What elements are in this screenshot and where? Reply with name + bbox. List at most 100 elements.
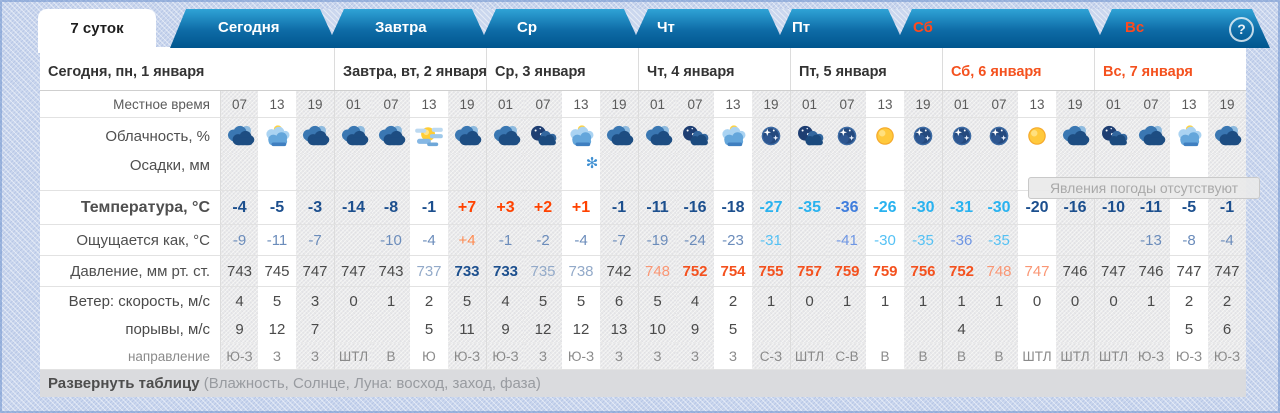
feels-like-cell: -4 bbox=[1208, 225, 1246, 255]
pressure-label: Давление, мм рт. ст. bbox=[40, 256, 220, 286]
wind-direction-cell: З bbox=[638, 343, 676, 369]
feels-like-cell bbox=[334, 225, 372, 255]
precipitation-cell bbox=[220, 154, 258, 190]
clouds-moon-icon bbox=[683, 125, 709, 146]
local-time-cell: 01 bbox=[486, 91, 524, 117]
feels-like-cell: -36 bbox=[942, 225, 980, 255]
feels-like-cell: -19 bbox=[638, 225, 676, 255]
wind-direction-cell: З bbox=[714, 343, 752, 369]
wind-speed-cell: 5 bbox=[258, 287, 296, 316]
forecast-table: Сегодня, пн, 1 января Завтра, вт, 2 январ… bbox=[40, 47, 1246, 370]
pressure-cell: 733 bbox=[448, 256, 486, 286]
local-time-cell: 19 bbox=[1208, 91, 1246, 117]
local-time-cell: 01 bbox=[1094, 91, 1132, 117]
cloudiness-cell bbox=[714, 118, 752, 154]
clouds-icon bbox=[227, 125, 254, 146]
precipitation-row: Осадки, мм ✻ bbox=[40, 154, 1246, 191]
pressure-cell: 735 bbox=[524, 256, 562, 286]
precipitation-label: Осадки, мм bbox=[40, 154, 220, 190]
moon-icon bbox=[952, 126, 971, 146]
pressure-cell: 747 bbox=[334, 256, 372, 286]
wind-direction-cell: З bbox=[600, 343, 638, 369]
precipitation-cell bbox=[258, 154, 296, 190]
date-header: Ср, 3 января bbox=[486, 47, 638, 90]
wind-speed-cell: 4 bbox=[676, 287, 714, 316]
tab-4[interactable]: Чт bbox=[657, 19, 675, 36]
wind-direction-cell: Ю-З bbox=[448, 343, 486, 369]
feels-like-cell: -2 bbox=[524, 225, 562, 255]
clouds-sun-icon bbox=[266, 125, 290, 147]
pressure-cell: 747 bbox=[1208, 256, 1246, 286]
wind-direction-cell: В bbox=[904, 343, 942, 369]
cloudiness-cell bbox=[258, 118, 296, 154]
wind-direction-cell: Ю-З bbox=[1208, 343, 1246, 369]
cloudiness-label: Облачность, % bbox=[40, 118, 220, 154]
tab-2[interactable]: Завтра bbox=[375, 19, 427, 36]
precipitation-cell bbox=[372, 154, 410, 190]
local-time-cell: 13 bbox=[258, 91, 296, 117]
wind-gusts-cell: 12 bbox=[524, 316, 562, 343]
wind-speed-cell: 2 bbox=[1208, 287, 1246, 316]
wind-direction-cell: Ю-З bbox=[220, 343, 258, 369]
wind-direction-cell: В bbox=[980, 343, 1018, 369]
moon-icon bbox=[913, 126, 933, 146]
wind-gusts-cell: 5 bbox=[714, 316, 752, 343]
feels-like-cell: -24 bbox=[676, 225, 714, 255]
tab-notch bbox=[1088, 9, 1112, 35]
temperature-cell: -11 bbox=[638, 191, 676, 224]
tab-notch bbox=[768, 9, 792, 35]
wind-gusts-cell bbox=[1094, 316, 1132, 343]
local-time-cell: 13 bbox=[562, 91, 600, 117]
wind-direction-label: направление bbox=[40, 343, 220, 369]
wind-gusts-cell: 9 bbox=[676, 316, 714, 343]
pressure-cell: 746 bbox=[1132, 256, 1170, 286]
cloudiness-cell bbox=[448, 118, 486, 154]
cloudiness-cell bbox=[866, 118, 904, 154]
tab-1[interactable]: Сегодня bbox=[218, 19, 280, 36]
feels-like-cell bbox=[1018, 225, 1056, 255]
tab-5[interactable]: Пт bbox=[792, 19, 811, 36]
precipitation-cell bbox=[334, 154, 372, 190]
feels-like-cell: -1 bbox=[486, 225, 524, 255]
expand-table-bar[interactable]: Развернуть таблицу (Влажность, Солнце, Л… bbox=[40, 370, 1246, 397]
feels-like-cell: -23 bbox=[714, 225, 752, 255]
feels-like-cell: -31 bbox=[752, 225, 790, 255]
precipitation-cell bbox=[790, 154, 828, 190]
pressure-cell: 747 bbox=[1170, 256, 1208, 286]
clouds-sun-icon bbox=[722, 125, 746, 147]
local-time-cell: 07 bbox=[372, 91, 410, 117]
precipitation-cell bbox=[486, 154, 524, 190]
local-time-cell: 19 bbox=[296, 91, 334, 117]
wind-speed-cell: 4 bbox=[220, 287, 258, 316]
precipitation-cell bbox=[866, 154, 904, 190]
help-button[interactable]: ? bbox=[1229, 17, 1254, 42]
wind-gusts-cell: 6 bbox=[1208, 316, 1246, 343]
wind-gusts-cell: 11 bbox=[448, 316, 486, 343]
local-time-cell: 07 bbox=[220, 91, 258, 117]
wind-direction-cell: С-В bbox=[828, 343, 866, 369]
feels-like-cell: -4 bbox=[562, 225, 600, 255]
wind-speed-cell: 1 bbox=[866, 287, 904, 316]
cloudiness-cell bbox=[1208, 118, 1246, 154]
cloudiness-row: Облачность, % bbox=[40, 118, 1246, 154]
tab-3[interactable]: Ср bbox=[517, 19, 537, 36]
cloudiness-cell bbox=[600, 118, 638, 154]
expand-table-hint: (Влажность, Солнце, Луна: восход, заход,… bbox=[203, 375, 541, 392]
clouds-moon-icon bbox=[1101, 125, 1127, 146]
wind-direction-row: направление Ю-З З З ШТЛ В Ю Ю-З Ю-З З Ю-З З З З З С-З ШТ… bbox=[40, 343, 1246, 370]
tab-7[interactable]: Вс bbox=[1125, 19, 1145, 36]
wind-gusts-cell: 12 bbox=[562, 316, 600, 343]
pressure-row: Давление, мм рт. ст. 743 745 747 747 743 737 73… bbox=[40, 256, 1246, 287]
cloudiness-cell bbox=[220, 118, 258, 154]
feels-like-row: Ощущается как, °C -9 -11 -7 -10 -4 +4 -1 -2 -4 -7-… bbox=[40, 225, 1246, 256]
tab-7-days[interactable]: 7 суток bbox=[38, 9, 156, 53]
wind-speed-cell: 0 bbox=[1094, 287, 1132, 316]
wind-gusts-cell bbox=[1056, 316, 1094, 343]
local-time-cell: 13 bbox=[1018, 91, 1056, 117]
tab-6[interactable]: Сб bbox=[913, 19, 933, 36]
local-time-cell: 13 bbox=[714, 91, 752, 117]
wind-direction-cell: ШТЛ bbox=[1094, 343, 1132, 369]
wind-speed-row: Ветер: скорость, м/с 4 5 3 0 1 2 5 4 5 5 6 5 4 2 1 0 1 1 1 1… bbox=[40, 287, 1246, 316]
precipitation-cell bbox=[296, 154, 334, 190]
clouds-sun-icon bbox=[570, 125, 594, 147]
